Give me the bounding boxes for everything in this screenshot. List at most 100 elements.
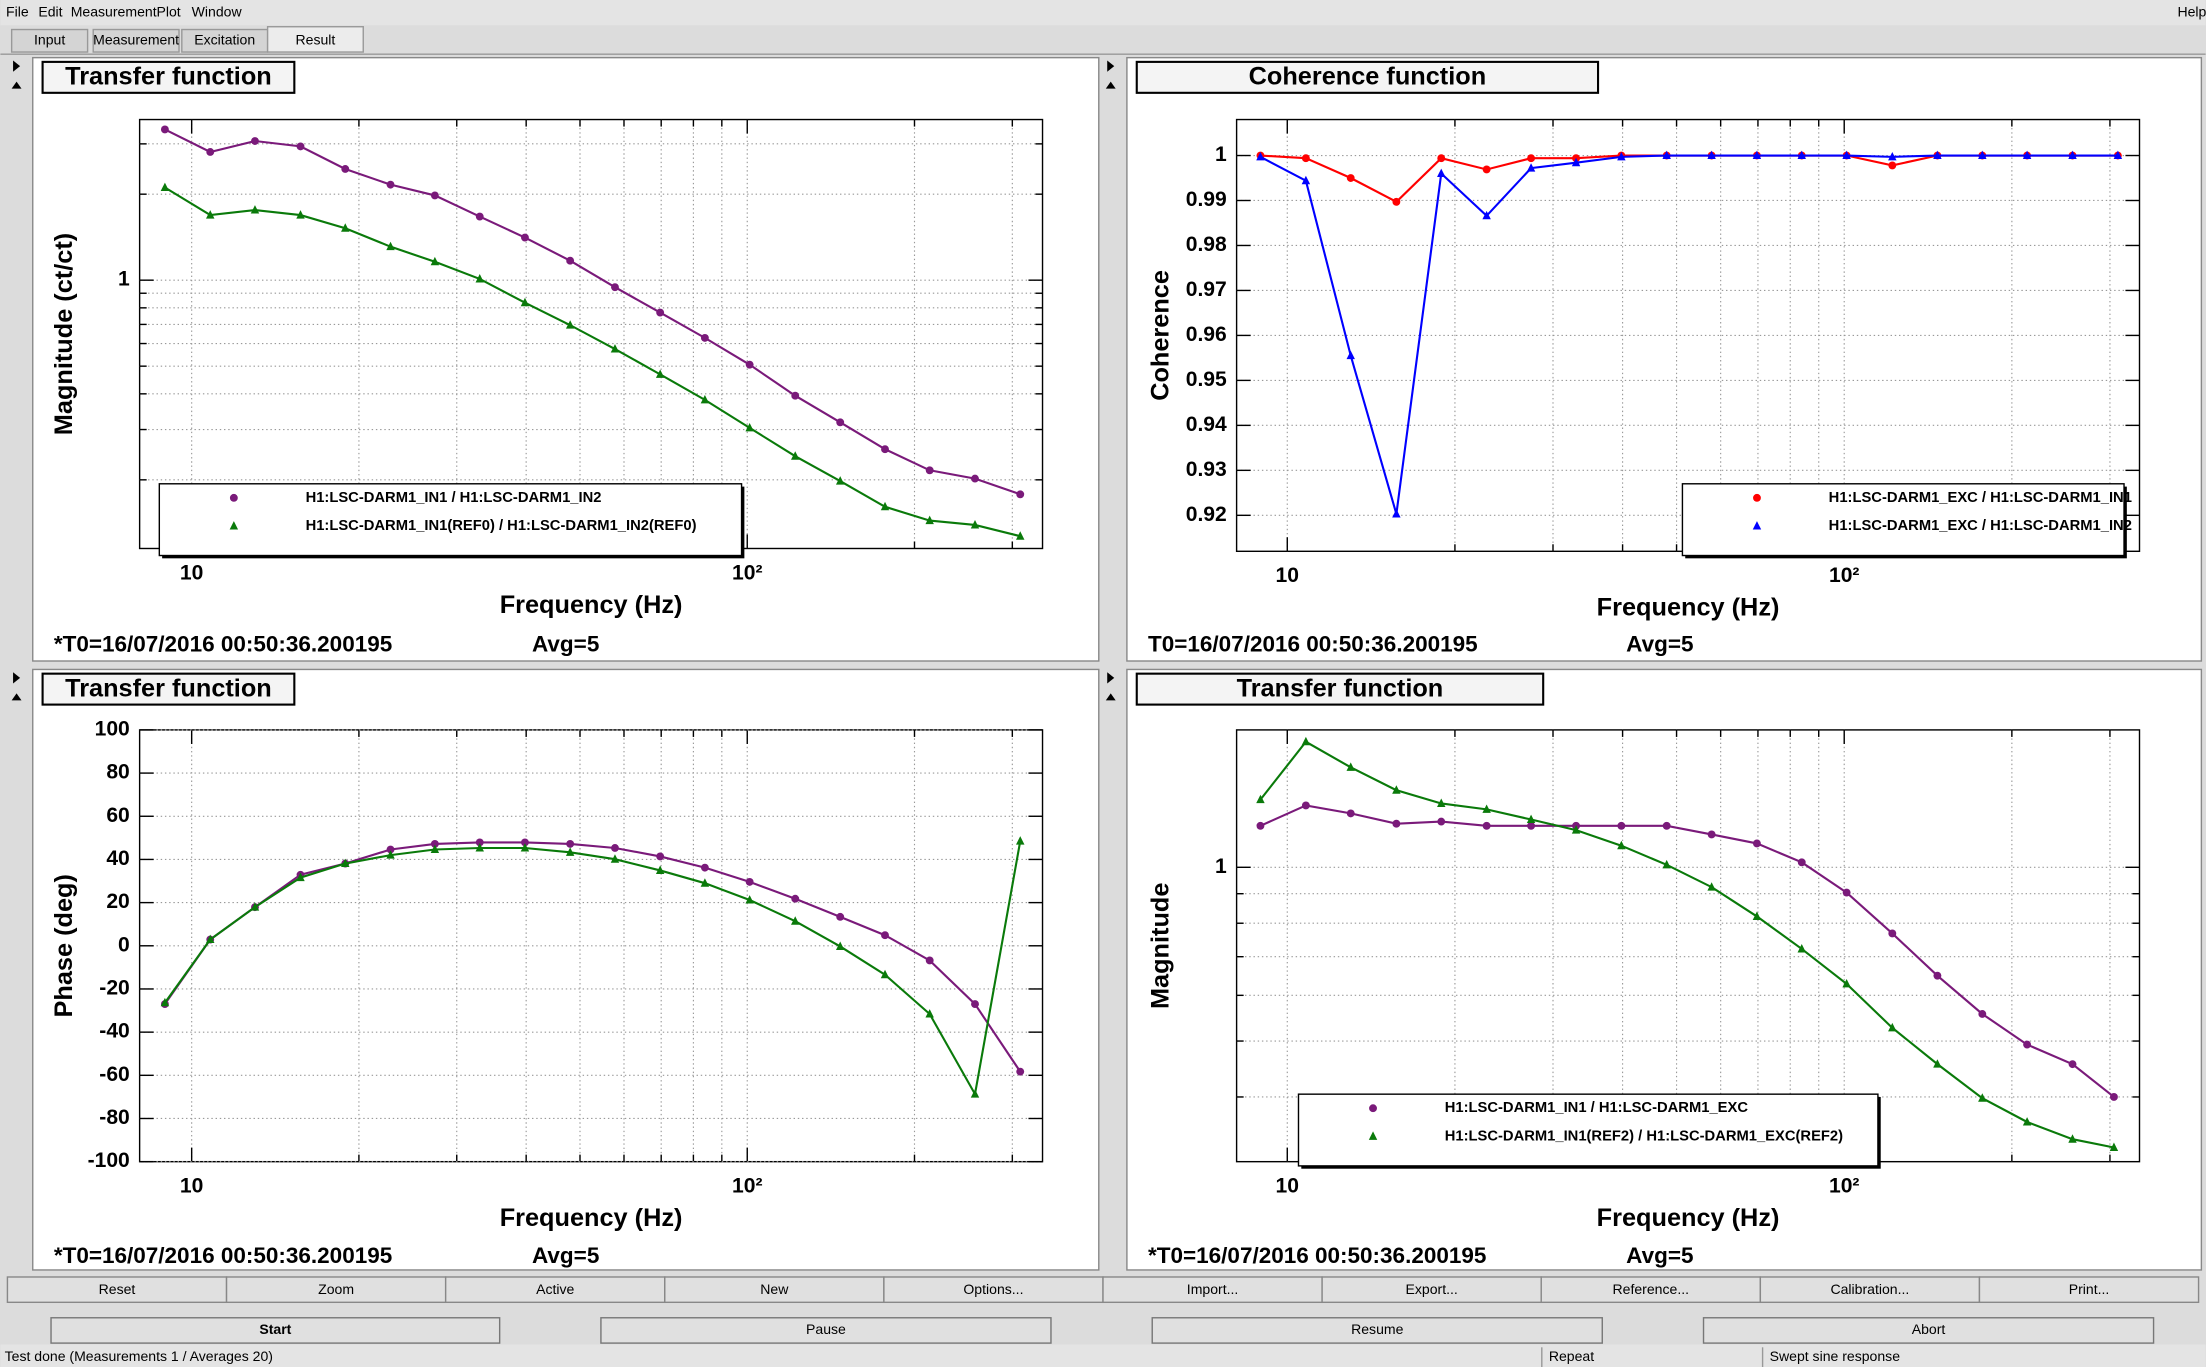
data-point bbox=[296, 210, 305, 219]
control-label: Resume bbox=[1351, 1321, 1403, 1337]
data-point bbox=[1392, 819, 1401, 828]
button-label[interactable]: Reference... bbox=[1613, 1281, 1690, 1297]
button-label[interactable]: Print... bbox=[2069, 1281, 2110, 1297]
series-line bbox=[1259, 740, 2115, 1149]
data-point bbox=[925, 956, 934, 965]
chart-title: Transfer function bbox=[65, 675, 272, 703]
control-label[interactable]: Start bbox=[259, 1321, 291, 1337]
tab-label[interactable]: Input bbox=[34, 32, 65, 48]
data-point bbox=[1527, 821, 1536, 830]
x-tick-label: 10² bbox=[732, 561, 762, 584]
y-tick-label: 0.94 bbox=[1186, 413, 1227, 436]
data-point bbox=[925, 1009, 934, 1018]
data-point bbox=[1888, 151, 1897, 161]
data-point bbox=[251, 137, 259, 145]
button-label[interactable]: New bbox=[760, 1281, 789, 1297]
menu-item[interactable]: Edit bbox=[38, 3, 62, 19]
annotation: Avg=5 bbox=[1626, 1243, 1693, 1268]
tab-label[interactable]: Measurement bbox=[93, 32, 179, 48]
panel-arrow[interactable] bbox=[1107, 672, 1115, 684]
panel-arrow[interactable] bbox=[13, 672, 21, 684]
legend-marker bbox=[1753, 493, 1761, 502]
data-point bbox=[565, 847, 575, 856]
button[interactable] bbox=[664, 1276, 885, 1304]
panel-arrow[interactable] bbox=[1105, 81, 1116, 89]
panel-arrow[interactable] bbox=[13, 60, 21, 72]
data-point bbox=[475, 212, 484, 221]
data-point bbox=[610, 344, 620, 353]
data-point bbox=[475, 843, 484, 852]
series-line bbox=[164, 186, 1021, 538]
tab-label[interactable]: Excitation bbox=[194, 32, 255, 48]
data-point bbox=[791, 894, 800, 903]
button-label[interactable]: Active bbox=[536, 1281, 574, 1297]
control-button bbox=[1702, 1317, 2155, 1344]
menu-item[interactable]: Plot bbox=[157, 3, 181, 19]
data-point bbox=[2068, 1134, 2077, 1143]
menu-item[interactable]: Window bbox=[192, 3, 243, 19]
data-point bbox=[1301, 736, 1311, 746]
data-point bbox=[1437, 817, 1446, 826]
button[interactable] bbox=[225, 1276, 447, 1304]
data-point bbox=[1301, 175, 1311, 185]
data-point bbox=[565, 320, 575, 329]
button[interactable] bbox=[1540, 1276, 1762, 1304]
data-point bbox=[925, 466, 934, 475]
data-point bbox=[791, 916, 800, 925]
legend-label: H1:LSC-DARM1_EXC / H1:LSC-DARM1_IN2 bbox=[1829, 518, 2132, 534]
x-tick-label: 10² bbox=[732, 1175, 762, 1198]
y-tick-label: 40 bbox=[106, 847, 129, 870]
panel-arrow[interactable] bbox=[1107, 60, 1115, 72]
x-axis-label: Frequency (Hz) bbox=[1597, 1204, 1780, 1232]
control-button[interactable] bbox=[50, 1317, 501, 1344]
y-tick-label: 0.96 bbox=[1186, 323, 1227, 346]
button-label[interactable]: Reset bbox=[99, 1281, 136, 1297]
panel-arrow[interactable] bbox=[1105, 693, 1116, 701]
data-point bbox=[1662, 150, 1671, 160]
control-button bbox=[600, 1317, 1052, 1344]
data-point bbox=[1526, 163, 1536, 172]
y-tick-label: 0.95 bbox=[1186, 368, 1227, 391]
control-label: Abort bbox=[1912, 1321, 1946, 1337]
data-point bbox=[1933, 150, 1942, 160]
tab-label[interactable]: Result bbox=[296, 32, 336, 48]
annotation: Avg=5 bbox=[532, 1243, 599, 1268]
button-label[interactable]: Calibration... bbox=[1830, 1281, 1909, 1297]
data-point bbox=[386, 845, 395, 854]
data-point bbox=[1571, 157, 1581, 167]
data-point bbox=[1392, 509, 1401, 518]
chart-title: Transfer function bbox=[1237, 675, 1444, 703]
data-point bbox=[700, 394, 710, 404]
button[interactable] bbox=[1321, 1276, 1542, 1304]
data-point bbox=[1392, 197, 1401, 206]
legend-marker bbox=[1368, 1131, 1378, 1140]
data-point bbox=[1482, 210, 1491, 220]
menu-item[interactable]: Measurement bbox=[71, 3, 157, 19]
data-point bbox=[835, 476, 845, 485]
button-label[interactable]: Export... bbox=[1406, 1281, 1458, 1297]
tab[interactable] bbox=[266, 26, 364, 53]
help-menu[interactable]: Help bbox=[2177, 3, 2206, 19]
button[interactable] bbox=[1102, 1276, 1323, 1304]
button[interactable] bbox=[1978, 1276, 2200, 1304]
button-label[interactable]: Options... bbox=[963, 1281, 1023, 1297]
data-point bbox=[1933, 971, 1942, 980]
data-point bbox=[1346, 174, 1355, 182]
button-label[interactable]: Import... bbox=[1187, 1281, 1239, 1297]
data-point bbox=[1707, 150, 1716, 160]
button-label[interactable]: Zoom bbox=[318, 1281, 354, 1297]
data-point bbox=[745, 877, 754, 886]
tab[interactable] bbox=[10, 28, 89, 53]
y-axis-label: Magnitude bbox=[1147, 883, 1175, 1009]
data-point bbox=[1256, 821, 1265, 830]
y-tick-label: 0.98 bbox=[1186, 233, 1227, 256]
panel-arrow[interactable] bbox=[11, 693, 22, 701]
panel-arrow[interactable] bbox=[11, 81, 22, 89]
data-point bbox=[745, 360, 754, 369]
y-tick-label: 0.97 bbox=[1186, 278, 1227, 301]
data-point bbox=[1617, 151, 1626, 161]
data-point bbox=[1978, 150, 1987, 160]
tab[interactable] bbox=[92, 28, 180, 53]
y-tick-label: 1 bbox=[1215, 143, 1227, 166]
menu-item[interactable]: File bbox=[6, 3, 29, 19]
